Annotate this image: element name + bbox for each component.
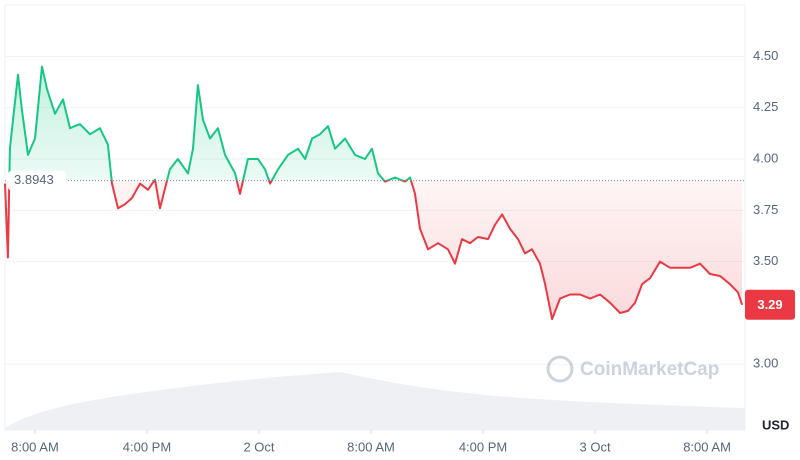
y-tick-label: 3.50 — [753, 253, 778, 268]
y-tick-label: 4.25 — [753, 99, 778, 114]
currency-label: USD — [762, 417, 789, 432]
price-line — [4, 65, 744, 321]
x-tick-label: 8:00 AM — [11, 439, 59, 454]
volume-area — [5, 372, 745, 430]
area-fill — [5, 66, 743, 320]
y-tick-label: 3.00 — [753, 356, 778, 371]
x-tick-label: 4:00 PM — [123, 439, 171, 454]
x-tick-label: 3 Oct — [580, 439, 611, 454]
y-tick-label: 3.75 — [753, 202, 778, 217]
watermark: CoinMarketCap — [546, 355, 719, 383]
x-tick-label: 8:00 AM — [683, 439, 731, 454]
baseline-label-box — [8, 170, 66, 191]
price-label-box — [745, 289, 795, 320]
watermark-text: CoinMarketCap — [580, 359, 719, 380]
baseline-label: 3.8943 — [14, 172, 54, 187]
x-tick-label: 2 Oct — [243, 439, 274, 454]
x-tick-label: 8:00 AM — [347, 439, 395, 454]
price-label: 3.29 — [757, 297, 782, 312]
y-tick-label: 4.50 — [753, 48, 778, 63]
y-tick-label: 4.00 — [753, 150, 778, 165]
x-tick-label: 4:00 PM — [459, 439, 507, 454]
